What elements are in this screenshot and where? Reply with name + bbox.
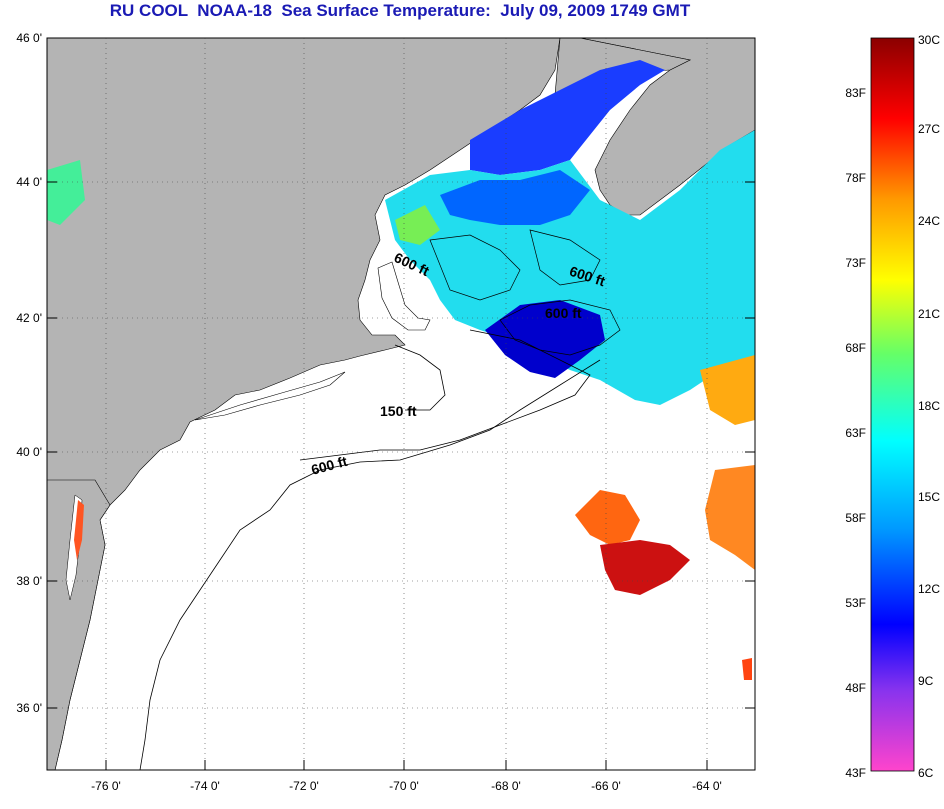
long-island (194, 371, 346, 421)
contour-label: 600 ft (545, 305, 582, 321)
sst-gulf-maine-cold (470, 60, 665, 175)
colorbar-celsius-label: 27C (918, 122, 940, 136)
sst-warm-south-orange (575, 490, 640, 545)
map-title: RU COOL NOAA-18 Sea Surface Temperature:… (109, 1, 691, 20)
lat-label: 38 0' (16, 574, 42, 588)
lat-label: 44 0' (16, 175, 42, 189)
lon-label: -74 0' (190, 779, 220, 793)
lon-label: -68 0' (491, 779, 521, 793)
colorbar-celsius-label: 21C (918, 307, 940, 321)
sst-georges-bank (485, 300, 605, 378)
sst-warm-east-2 (705, 465, 755, 570)
contour-gulf-maine (429, 229, 601, 301)
chesapeake-warm (74, 500, 84, 560)
colorbar-fahrenheit-label: 68F (845, 341, 866, 355)
lat-label: 46 0' (16, 31, 42, 45)
colorbar-celsius-label: 18C (918, 399, 940, 413)
tick-marks (47, 37, 755, 770)
colorbar-fahrenheit-label: 83F (845, 86, 866, 100)
grid-lines (47, 38, 755, 770)
colorbar-celsius-label: 15C (918, 490, 940, 504)
sst-blue-band (440, 170, 590, 225)
contour-georges (499, 299, 621, 356)
colorbar-celsius-label: 24C (918, 214, 940, 228)
colorbar-celsius-label: 12C (918, 582, 940, 596)
colorbar-fahrenheit-label: 48F (845, 681, 866, 695)
sst-warm-small (742, 658, 752, 680)
colorbar-fahrenheit-label: 78F (845, 171, 866, 185)
lon-label: -70 0' (389, 779, 419, 793)
lon-label: -76 0' (91, 779, 121, 793)
contour-150ft (299, 329, 591, 461)
colorbar-fahrenheit-label: 73F (845, 256, 866, 270)
contour-600ft (139, 359, 601, 770)
colorbar-celsius-label: 30C (918, 33, 940, 47)
sst-inland-patch (47, 160, 85, 225)
lon-label: -64 0' (692, 779, 722, 793)
sst-warm-east (700, 355, 755, 425)
colorbar-fahrenheit-label: 63F (845, 426, 866, 440)
lon-label: -72 0' (289, 779, 319, 793)
sst-green-patch (395, 205, 440, 245)
map-frame (46, 37, 756, 771)
lat-label: 40 0' (16, 445, 42, 459)
colorbar-fahrenheit-label: 53F (845, 596, 866, 610)
contour-label: 150 ft (380, 403, 417, 419)
colorbar-fahrenheit-label: 58F (845, 511, 866, 525)
land-delmarva (47, 479, 111, 770)
lat-label: 42 0' (16, 311, 42, 325)
lat-label: 36 0' (16, 701, 42, 715)
lon-label: -66 0' (591, 779, 621, 793)
colorbar-celsius-label: 6C (918, 766, 934, 780)
colorbar-celsius-label: 9C (918, 674, 934, 688)
colorbar-fahrenheit-label: 43F (845, 766, 866, 780)
cape-cod (377, 261, 431, 331)
colorbar-gradient (870, 37, 915, 772)
